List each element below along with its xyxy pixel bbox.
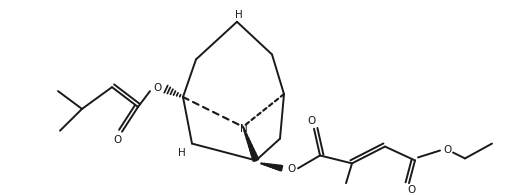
Polygon shape — [270, 164, 273, 168]
Polygon shape — [249, 145, 253, 150]
Polygon shape — [267, 164, 270, 167]
Text: O: O — [153, 83, 161, 93]
Polygon shape — [245, 134, 248, 138]
Polygon shape — [261, 163, 264, 165]
Text: N: N — [240, 124, 248, 134]
Text: H: H — [178, 149, 186, 159]
Polygon shape — [243, 127, 245, 131]
Polygon shape — [278, 165, 282, 171]
Text: O: O — [288, 164, 296, 174]
Polygon shape — [264, 163, 267, 166]
Text: O: O — [114, 135, 122, 145]
Polygon shape — [251, 152, 257, 158]
Text: O: O — [443, 144, 451, 154]
Text: H: H — [235, 10, 243, 20]
Polygon shape — [272, 164, 277, 169]
Polygon shape — [276, 165, 279, 170]
Text: O: O — [308, 116, 316, 126]
Polygon shape — [250, 148, 255, 154]
Polygon shape — [248, 141, 252, 146]
Polygon shape — [246, 138, 250, 142]
Polygon shape — [252, 156, 259, 161]
Polygon shape — [244, 130, 246, 134]
Text: O: O — [407, 185, 415, 195]
